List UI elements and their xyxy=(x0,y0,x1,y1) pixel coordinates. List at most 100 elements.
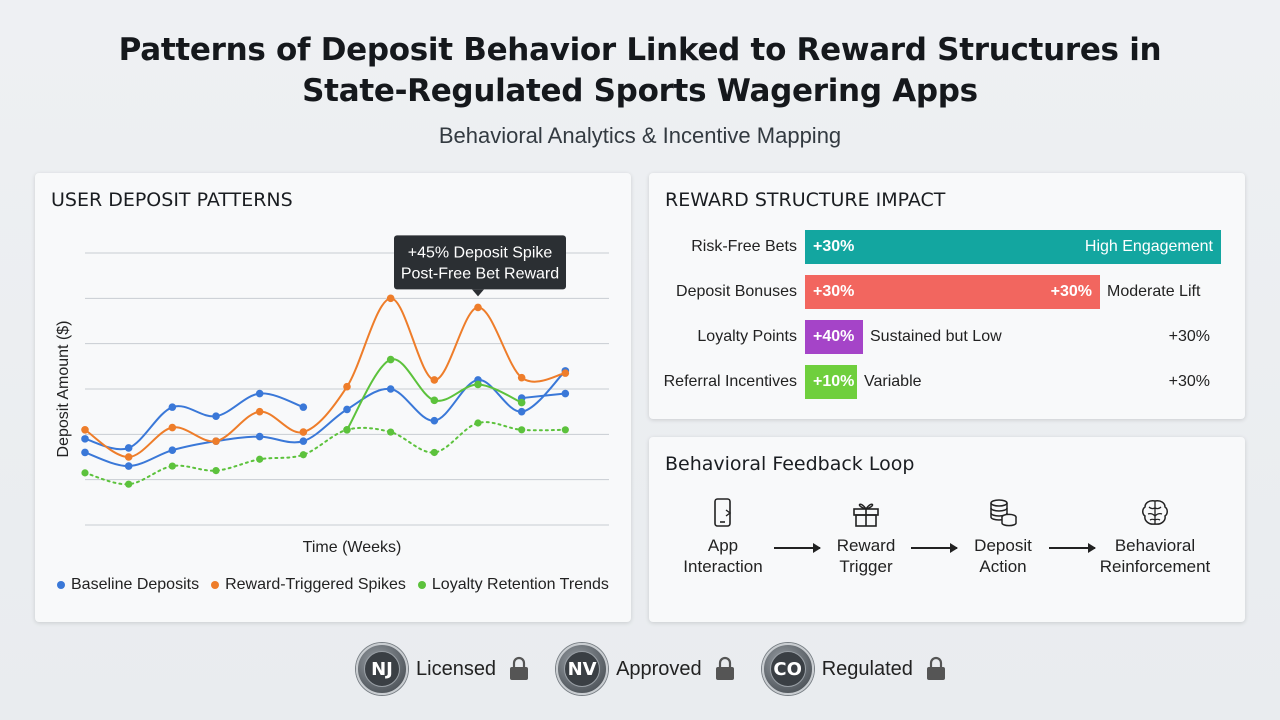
legend-item-reward[interactable]: Reward-Triggered Spikes xyxy=(211,576,406,594)
flow-arrow-3 xyxy=(1049,543,1096,553)
loop-card-title: Behavioral Feedback Loop xyxy=(665,453,915,475)
data-point-loyalty xyxy=(125,480,133,488)
legend-marker-reward xyxy=(211,581,220,589)
data-point-reward xyxy=(430,376,439,384)
badge-label-co: Regulated xyxy=(821,657,913,680)
data-point-reward xyxy=(517,373,526,382)
chart-legend: Baseline Deposits Reward-Triggered Spike… xyxy=(57,576,609,594)
legend-label-reward: Reward-Triggered Spikes xyxy=(225,576,406,593)
lock-icon xyxy=(510,656,529,680)
impact-row-label: Risk-Free Bets xyxy=(691,238,797,255)
data-point-baseline xyxy=(124,444,133,452)
step-3-line-2: Action xyxy=(979,557,1027,576)
legend-item-baseline[interactable]: Baseline Deposits xyxy=(57,576,199,594)
reward-impact-card: REWARD STRUCTURE IMPACT Risk-Free Bets +3… xyxy=(649,173,1245,419)
impact-row-right-value: +30% xyxy=(1168,373,1210,390)
data-point-loyalty xyxy=(299,451,307,459)
data-point-baseline xyxy=(255,432,264,441)
data-point-baseline xyxy=(168,403,177,411)
impact-bar: +40% xyxy=(805,320,863,354)
deposit-chart: Deposit Amount ($) Time (Weeks) +45% Depos… xyxy=(55,235,609,556)
impact-row-label: Deposit Bonuses xyxy=(676,283,797,300)
step-app-interaction: App Interaction xyxy=(653,497,793,577)
step-4-line-2: Reinforcement xyxy=(1099,557,1211,576)
data-point-loyalty xyxy=(474,419,482,427)
page-subtitle: Behavioral Analytics & Incentive Mapping xyxy=(438,123,842,148)
data-point-loyalty xyxy=(430,396,439,405)
step-4-line-1: Behavioral xyxy=(1114,536,1196,555)
impact-bar-inner-label: High Engagement xyxy=(1084,238,1213,255)
data-point-loyalty xyxy=(81,469,89,477)
data-point-baseline xyxy=(386,385,395,393)
impact-bar: +30% High Engagement xyxy=(805,230,1221,264)
legend-marker-loyalty xyxy=(417,581,426,589)
state-seal-nv: NV xyxy=(556,643,609,695)
title-line-2: State-Regulated Sports Wagering Apps xyxy=(302,73,978,109)
impact-card-title: REWARD STRUCTURE IMPACT xyxy=(665,189,946,211)
data-point-baseline xyxy=(81,448,89,457)
data-point-loyalty xyxy=(387,428,395,436)
regulatory-badges: NJ Licensed NV Approved CO Regulated xyxy=(356,642,947,696)
impact-bar: +10% xyxy=(805,365,857,399)
callout-pointer xyxy=(472,289,484,297)
impact-bar-value: +10% xyxy=(813,373,855,390)
badge-label-nj: Licensed xyxy=(416,657,497,680)
feedback-loop-card: Behavioral Feedback Loop App Interaction xyxy=(649,437,1245,622)
deposit-card-title: USER DEPOSIT PATTERNS xyxy=(51,189,293,211)
impact-row-right-value: +30% xyxy=(1168,328,1210,345)
legend-label-loyalty: Loyalty Retention Trends xyxy=(431,576,609,593)
step-behavioral-reinforcement: Behavioral Reinforcement xyxy=(1085,497,1225,577)
data-point-reward xyxy=(212,437,220,445)
impact-bar-value: +30% xyxy=(813,283,855,300)
data-point-baseline xyxy=(561,389,570,398)
step-1-line-1: App xyxy=(707,536,739,555)
legend-marker-baseline xyxy=(57,581,65,589)
data-point-baseline xyxy=(299,403,308,411)
data-point-reward xyxy=(561,369,570,377)
impact-row: Loyalty Points +40% Sustained but Low +30% xyxy=(649,320,1245,354)
lock-icon xyxy=(715,656,734,680)
series-line-baseline xyxy=(84,392,304,451)
impact-bar: +30% +30% xyxy=(805,275,1100,309)
legend-item-loyalty[interactable]: Loyalty Retention Trends xyxy=(417,576,609,594)
badge-nj: NJ Licensed xyxy=(356,643,530,695)
data-point-loyalty xyxy=(518,426,526,434)
impact-row: Risk-Free Bets +30% High Engagement xyxy=(649,230,1245,264)
seal-text-nj: NJ xyxy=(364,651,400,687)
series-line-loyalty-dotted xyxy=(84,421,567,486)
deposit-patterns-card: USER DEPOSIT PATTERNS Deposit Amount ($)… xyxy=(35,173,631,622)
data-point-baseline xyxy=(299,437,308,445)
feedback-flow: App Interaction Reward Trigger xyxy=(649,497,1245,597)
impact-bar-inner-label: +30% xyxy=(1050,283,1092,300)
step-1-line-2: Interaction xyxy=(683,557,763,576)
data-point-reward xyxy=(474,303,482,312)
data-point-baseline xyxy=(81,435,89,443)
data-point-baseline xyxy=(517,407,526,416)
badge-co: CO Regulated xyxy=(761,643,947,695)
data-point-loyalty xyxy=(517,398,526,407)
data-point-baseline xyxy=(430,416,439,425)
data-point-loyalty xyxy=(168,462,176,470)
data-point-baseline xyxy=(255,389,264,398)
data-point-reward xyxy=(81,426,89,434)
data-point-loyalty xyxy=(430,448,438,457)
data-point-baseline xyxy=(343,405,351,414)
legend-label-baseline: Baseline Deposits xyxy=(71,576,200,593)
data-point-loyalty xyxy=(212,467,220,475)
step-2-line-2: Trigger xyxy=(839,557,893,576)
x-axis-label: Time (Weeks) xyxy=(303,539,402,556)
data-point-loyalty xyxy=(343,426,351,434)
impact-row: Deposit Bonuses +30% +30% Moderate Lift xyxy=(649,275,1245,309)
state-seal-co: CO xyxy=(761,643,814,695)
impact-bar-value: +40% xyxy=(813,328,855,345)
data-point-loyalty xyxy=(474,380,482,389)
impact-row-descriptor: Moderate Lift xyxy=(1107,283,1201,300)
callout-box xyxy=(394,235,566,290)
impact-row-descriptor: Variable xyxy=(864,373,922,390)
data-point-loyalty xyxy=(386,355,395,364)
step-reward-trigger: Reward Trigger xyxy=(796,497,936,577)
phone-icon xyxy=(714,498,732,527)
data-point-reward xyxy=(343,382,351,391)
impact-row-label: Referral Incentives xyxy=(663,373,797,390)
impact-row: Referral Incentives +10% Variable +30% xyxy=(649,365,1245,399)
